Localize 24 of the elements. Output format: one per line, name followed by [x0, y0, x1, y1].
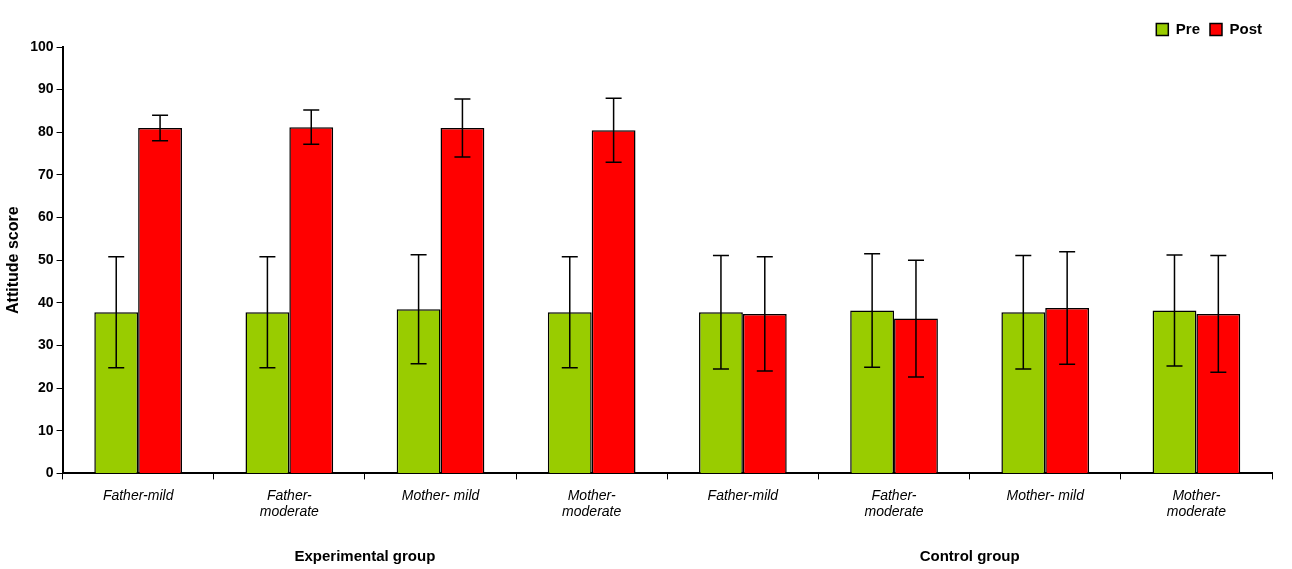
- y-tick-label: 80: [37, 123, 54, 140]
- y-tick-label: 0: [45, 464, 54, 481]
- y-tick-label: 50: [37, 251, 54, 268]
- y-tick-label: 10: [37, 421, 54, 438]
- x-tick-label: Father-mild: [102, 486, 175, 503]
- y-tick-label: 60: [37, 208, 54, 225]
- x-tick-label: Mother- mild: [401, 486, 481, 503]
- x-tick-label: Mother- mild: [1006, 486, 1086, 503]
- y-tick-label: 20: [37, 378, 54, 395]
- x-tick-label: Father-moderate: [864, 486, 924, 520]
- x-tick-label: Mother-moderate: [562, 486, 622, 520]
- x-tick-label: Father-moderate: [259, 486, 320, 520]
- legend-label: Pre: [1175, 19, 1200, 37]
- y-tick-label: 70: [37, 165, 54, 182]
- x-tick-label: Father-mild: [707, 486, 780, 503]
- text: Experimental group: [294, 547, 436, 565]
- y-tick-label: 30: [37, 336, 54, 353]
- text: Control group: [919, 547, 1020, 565]
- y-tick-label: 90: [37, 80, 54, 97]
- y-tick-label: 40: [37, 293, 54, 310]
- x-tick-label: Mother-moderate: [1166, 486, 1227, 520]
- y-tick-label: 100: [30, 37, 54, 54]
- legend-label: Post: [1229, 19, 1263, 37]
- y-axis-title: Attitude score: [4, 206, 22, 314]
